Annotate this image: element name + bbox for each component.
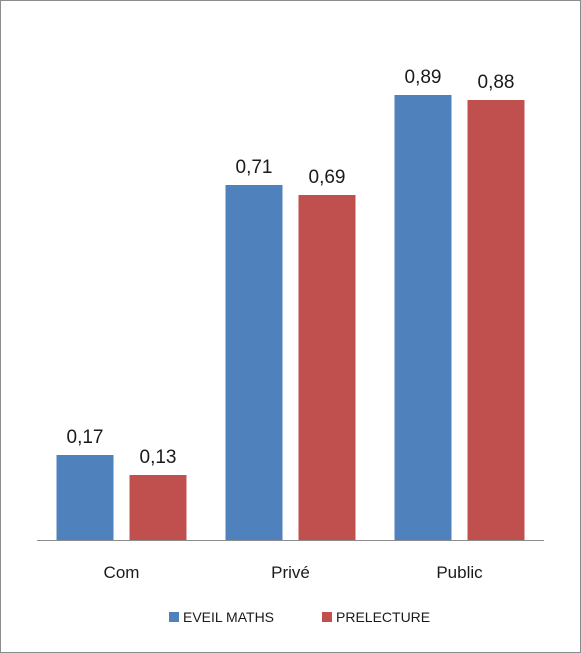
bar-prelecture-1 <box>298 195 356 540</box>
data-label: 0,13 <box>140 447 177 468</box>
legend-swatch <box>322 612 332 622</box>
data-label: 0,88 <box>478 72 515 93</box>
bar-prelecture-0 <box>129 475 187 540</box>
data-label: 0,71 <box>236 157 273 178</box>
bar-prelecture-2 <box>467 100 525 540</box>
category-axis-labels: Com Privé Public <box>104 563 484 582</box>
data-labels-layer: 0,17 0,13 0,71 0,69 0,89 0,88 <box>67 67 515 468</box>
legend: EVEIL MATHS PRELECTURE <box>169 609 430 625</box>
legend-label: PRELECTURE <box>336 609 430 625</box>
bar-eveil-maths-0 <box>56 455 114 540</box>
legend-label: EVEIL MATHS <box>183 609 274 625</box>
bars-layer <box>56 95 525 540</box>
data-label: 0,89 <box>405 67 442 88</box>
bar-eveil-maths-1 <box>225 185 283 540</box>
category-label: Com <box>104 563 140 582</box>
legend-swatch <box>169 612 179 622</box>
data-label: 0,17 <box>67 427 104 448</box>
data-label: 0,69 <box>309 167 346 188</box>
bar-eveil-maths-2 <box>394 95 452 540</box>
category-label: Public <box>436 563 483 582</box>
category-label: Privé <box>271 563 310 582</box>
